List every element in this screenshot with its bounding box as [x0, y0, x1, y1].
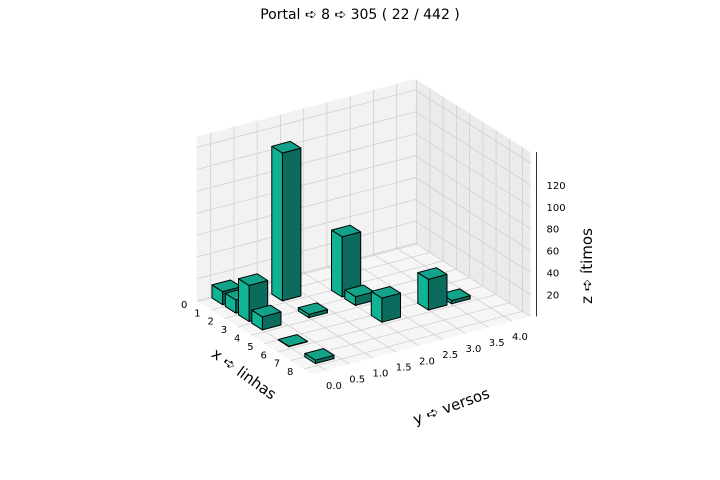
bar-front-face — [427, 273, 448, 311]
x-tick-label: 8 — [287, 367, 293, 378]
z-tick-label: 120 — [547, 181, 566, 192]
bar — [331, 224, 362, 298]
z-gridline — [196, 199, 531, 273]
z-axis-label: z ➪ ítimos — [578, 228, 596, 304]
z-tick-label: 100 — [547, 203, 566, 214]
y-tick-label: 3.5 — [489, 338, 505, 349]
z-tick-label: 60 — [547, 247, 560, 258]
z-tick-label: 80 — [547, 225, 560, 236]
z-gridline — [196, 111, 531, 186]
bar — [370, 286, 401, 323]
z-gridline — [196, 89, 531, 164]
y-tick-label: 1.5 — [396, 362, 412, 373]
bar-top-face — [238, 273, 269, 286]
bar-side-face — [271, 145, 283, 302]
bar-top-face — [440, 288, 471, 302]
bar-front-face — [281, 147, 302, 302]
bar-top-face — [297, 302, 328, 315]
bar — [417, 267, 448, 311]
z-gridline — [196, 155, 531, 230]
x-tick-label: 3 — [221, 325, 227, 336]
bar-side-face — [331, 229, 343, 298]
x-tick-label: 2 — [208, 317, 214, 328]
bar-top-face — [271, 140, 302, 154]
bar-top-face — [417, 267, 448, 280]
x-tick-label: 7 — [274, 359, 280, 370]
x-tick-label: 6 — [261, 350, 267, 361]
x-tick-label: 4 — [234, 334, 240, 345]
bar — [297, 302, 328, 319]
bar-side-face — [238, 278, 250, 322]
bar-top-face — [251, 304, 282, 318]
bar-top-face — [277, 334, 308, 347]
y-tick-label: 3.0 — [465, 344, 481, 355]
x-tick-label: 1 — [194, 308, 200, 319]
y-axis-label: y ➪ versos — [411, 384, 493, 428]
bar — [304, 348, 335, 364]
z-gridline — [196, 220, 531, 295]
bar-top-face — [304, 348, 335, 361]
z-tick-label: 20 — [547, 290, 560, 301]
bar — [277, 334, 308, 348]
y-tick-label: 0.0 — [326, 381, 342, 392]
x-tick-label: 5 — [247, 342, 253, 353]
bars-group — [211, 140, 471, 364]
z-gridline — [196, 177, 531, 251]
chart-title: Portal ➪ 8 ➪ 305 ( 22 / 442 ) — [260, 7, 460, 23]
y-tick-label: 4.0 — [512, 332, 528, 343]
bar-top-face — [370, 286, 401, 299]
y-tick-label: 2.5 — [442, 350, 458, 361]
side-pane — [415, 79, 531, 317]
z-tick-label: 40 — [547, 269, 560, 280]
x-axis-label: x ➪ linhas — [208, 345, 280, 404]
y-tick-label: 1.0 — [372, 369, 388, 380]
bar — [251, 304, 282, 331]
bar — [271, 140, 302, 302]
bar-top-face — [331, 224, 362, 238]
z-gridline — [196, 133, 531, 208]
x-tick-label: 0 — [181, 300, 187, 311]
y-tick-label: 0.5 — [349, 375, 365, 386]
bar — [344, 284, 375, 306]
y-tick-label: 2.0 — [419, 356, 435, 367]
z-gridline — [196, 242, 531, 317]
